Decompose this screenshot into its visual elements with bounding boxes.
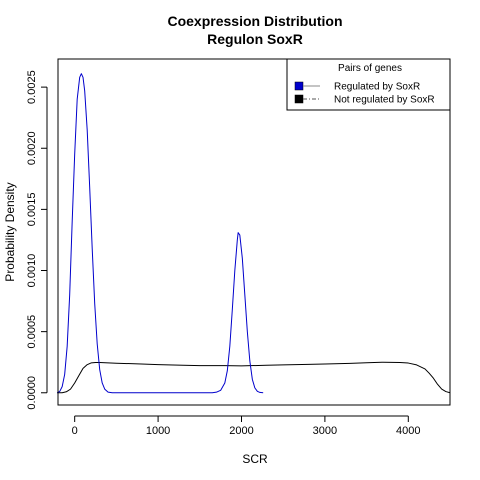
x-axis: 0 1000 2000 3000 4000 (72, 415, 421, 437)
series-line-0 (56, 73, 264, 394)
y-tick-label: 0.0000 (26, 376, 38, 410)
legend: Pairs of genes Regulated by SoxR Not regu… (286, 58, 451, 111)
legend-swatch-0 (294, 81, 304, 91)
plot-lines (56, 73, 451, 394)
chart-title: Coexpression Distribution (167, 13, 342, 29)
legend-label-0: Regulated by SoxR (334, 82, 420, 93)
legend-title: Pairs of genes (338, 63, 402, 74)
chart-subtitle: Regulon SoxR (207, 31, 303, 47)
series-line-1 (57, 361, 451, 394)
x-tick-label: 3000 (313, 425, 337, 437)
y-tick-label: 0.0005 (26, 315, 38, 349)
x-tick-label: 2000 (229, 425, 253, 437)
y-tick-label: 0.0025 (26, 70, 38, 104)
x-tick-label: 4000 (396, 425, 420, 437)
legend-box (286, 58, 451, 111)
x-axis-label: SCR (242, 452, 268, 466)
legend-swatch-1 (294, 94, 304, 104)
legend-label-1: Not regulated by SoxR (334, 95, 435, 106)
y-axis-label: Probability Density (3, 182, 17, 281)
x-tick-label: 1000 (146, 425, 170, 437)
x-tick-label: 0 (72, 425, 78, 437)
y-axis: 0.0000 0.0005 0.0010 0.0015 0.0020 0.0025 (26, 70, 48, 410)
y-tick-label: 0.0015 (26, 193, 38, 227)
plot-area-frame (57, 58, 451, 406)
y-tick-label: 0.0010 (26, 254, 38, 288)
y-tick-label: 0.0020 (26, 131, 38, 165)
